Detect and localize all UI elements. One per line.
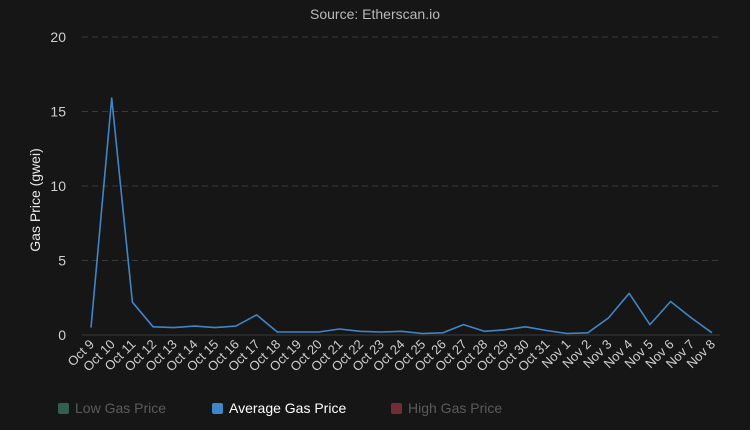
series-line-average-gas-price[interactable] [90,97,713,335]
data-point[interactable] [666,296,676,306]
data-point[interactable] [127,297,137,307]
data-point[interactable] [231,321,241,331]
data-point[interactable] [272,327,282,337]
series-layer [86,93,717,339]
data-point[interactable] [148,322,158,332]
y-tick-label: 20 [50,29,66,45]
data-point[interactable] [252,310,262,320]
legend-item-low-gas-price[interactable]: Low Gas Price [58,400,166,416]
data-point[interactable] [459,320,469,330]
data-point[interactable] [645,320,655,330]
y-axis-ticks: 0 5 10 15 20 [50,29,66,343]
data-point[interactable] [376,327,386,337]
data-point[interactable] [355,326,365,336]
data-point[interactable] [334,324,344,334]
y-axis-title: Gas Price (gwei) [27,148,43,251]
legend: Low Gas Price Average Gas Price High Gas… [0,400,750,420]
legend-item-high-gas-price[interactable]: High Gas Price [391,400,502,416]
legend-item-average-gas-price[interactable]: Average Gas Price [212,400,346,416]
data-point[interactable] [562,329,572,339]
legend-label: High Gas Price [408,400,503,416]
y-tick-label: 0 [58,327,66,343]
data-point[interactable] [438,328,448,338]
legend-label: Average Gas Price [229,400,347,416]
y-tick-label: 15 [50,104,66,120]
data-point[interactable] [479,326,489,336]
data-point[interactable] [707,328,717,338]
data-point[interactable] [521,322,531,332]
data-point[interactable] [397,326,407,336]
data-point[interactable] [86,323,96,333]
data-point[interactable] [107,93,117,103]
data-point[interactable] [624,288,634,298]
legend-swatch-high [391,402,402,414]
chart-subtitle: Source: Etherscan.io [310,6,440,22]
legend-swatch-average [212,402,223,414]
data-point[interactable] [417,329,427,339]
data-point[interactable] [604,313,614,323]
data-point[interactable] [293,327,303,337]
data-point[interactable] [314,327,324,337]
data-point[interactable] [190,321,200,331]
data-point[interactable] [500,325,510,335]
data-point[interactable] [583,328,593,338]
data-point[interactable] [169,323,179,333]
data-point[interactable] [210,323,220,333]
gridlines [82,36,720,336]
legend-label: Low Gas Price [75,400,167,416]
data-point[interactable] [686,313,696,323]
y-tick-label: 5 [58,253,66,269]
legend-swatch-low [58,402,69,414]
data-point[interactable] [541,326,551,336]
y-tick-label: 10 [50,178,66,194]
